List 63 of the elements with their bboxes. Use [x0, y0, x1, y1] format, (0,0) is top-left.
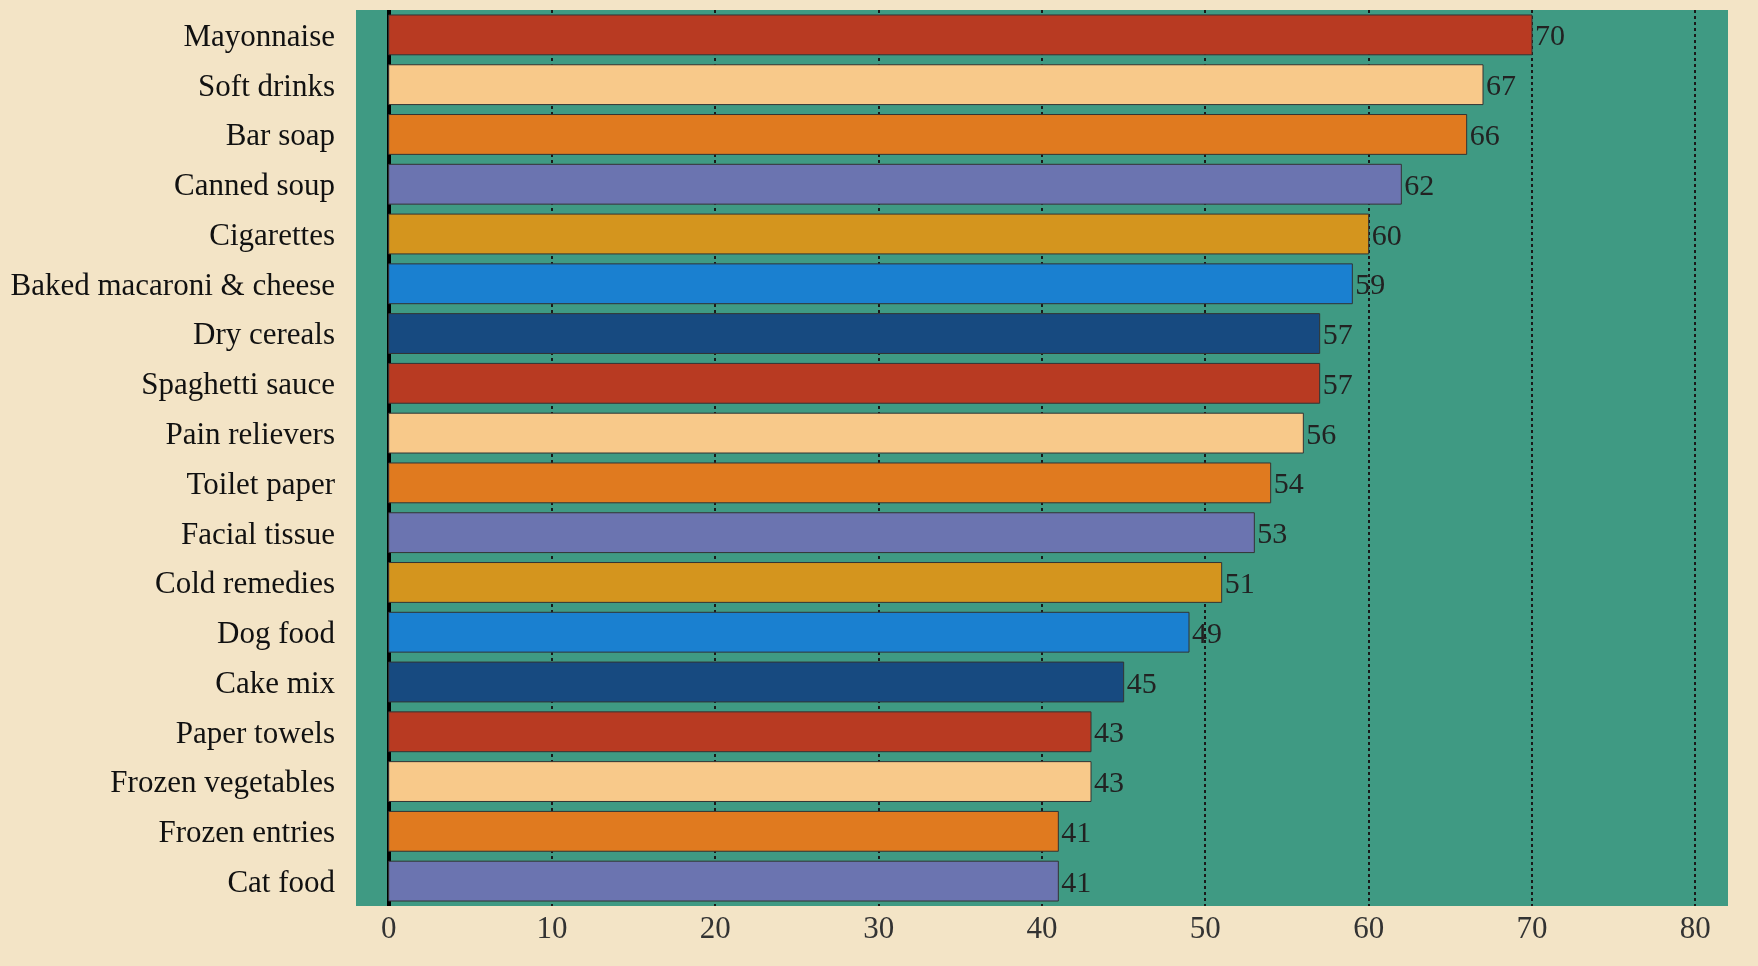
- data-label: 53: [1257, 516, 1288, 550]
- y-tick-label: Cold remedies: [155, 565, 335, 601]
- bar: [388, 14, 1533, 56]
- y-tick-label: Spaghetti sauce: [141, 366, 335, 402]
- data-label: 43: [1094, 765, 1124, 799]
- y-tick-label: Canned soup: [173, 167, 335, 203]
- bar: [388, 163, 1402, 205]
- bar: [388, 213, 1370, 255]
- y-tick-label: Bar soap: [225, 117, 335, 153]
- data-label: 59: [1355, 267, 1386, 301]
- x-tick-label: 40: [1026, 910, 1058, 945]
- bar: [388, 412, 1304, 454]
- y-tick-label: Pain relievers: [165, 415, 335, 451]
- data-label: 70: [1535, 18, 1565, 52]
- x-tick-label: 50: [1189, 910, 1221, 945]
- x-tick-label: 30: [863, 910, 895, 945]
- x-tick-label: 60: [1353, 910, 1385, 945]
- x-tick-label: 10: [536, 910, 568, 945]
- data-label: 57: [1322, 366, 1353, 400]
- data-label: 41: [1061, 864, 1092, 898]
- y-tick-label: Soft drinks: [198, 67, 335, 103]
- data-label: 57: [1322, 317, 1353, 351]
- y-tick-label: Cat food: [227, 863, 336, 899]
- bar: [388, 362, 1321, 404]
- x-tick-label: 0: [380, 910, 397, 945]
- bar: [388, 711, 1092, 753]
- bar: [388, 263, 1353, 305]
- bar: [388, 860, 1059, 902]
- x-tick-label: 70: [1516, 910, 1548, 945]
- bar: [388, 810, 1059, 852]
- data-label: 66: [1469, 117, 1500, 151]
- y-tick-label: Paper towels: [175, 714, 335, 750]
- x-tick-label: 20: [699, 910, 731, 945]
- data-label: 56: [1306, 416, 1337, 450]
- y-tick-label: Facial tissue: [180, 515, 335, 551]
- data-label: 62: [1404, 167, 1435, 201]
- bar: [388, 611, 1190, 653]
- y-tick-label: Mayonnaise: [183, 17, 335, 53]
- bar: [388, 512, 1255, 554]
- y-tick-label: Frozen vegetables: [110, 764, 335, 800]
- y-tick-label: Baked macaroni & cheese: [10, 266, 335, 302]
- x-tick-label: 80: [1679, 910, 1711, 945]
- bar: [388, 562, 1223, 603]
- data-label: 45: [1126, 665, 1157, 699]
- bar: [388, 761, 1092, 802]
- y-tick-label: Toilet paper: [186, 465, 336, 501]
- data-label: 54: [1273, 466, 1304, 500]
- data-label: 67: [1486, 68, 1516, 102]
- data-label: 60: [1371, 217, 1402, 251]
- data-label: 49: [1192, 615, 1222, 649]
- y-tick-label: Dog food: [217, 615, 336, 651]
- bar: [388, 114, 1468, 155]
- data-label: 43: [1094, 715, 1124, 749]
- y-tick-label: Cake mix: [215, 664, 336, 700]
- y-tick-label: Cigarettes: [209, 216, 335, 252]
- y-tick-label: Frozen entries: [158, 814, 335, 850]
- bar: [388, 313, 1321, 354]
- y-tick-label: Dry cereals: [193, 316, 335, 352]
- data-label: 51: [1224, 565, 1255, 599]
- bar: [388, 661, 1125, 703]
- bar: [388, 64, 1484, 106]
- bar: [388, 462, 1272, 504]
- data-label: 41: [1061, 814, 1092, 848]
